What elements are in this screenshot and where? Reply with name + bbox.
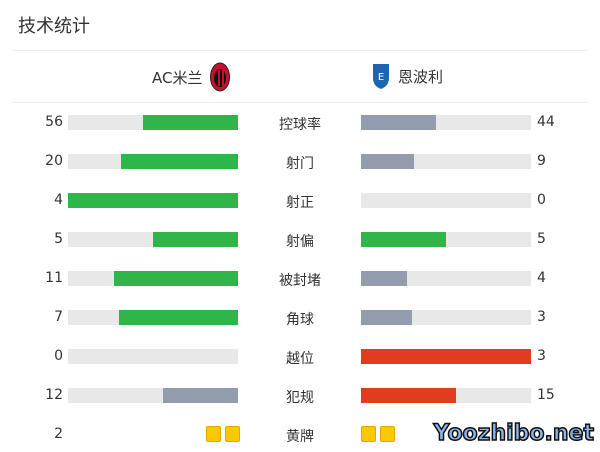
home-bar-fill — [113, 271, 238, 286]
stat-row: 4 射正 0 — [0, 192, 600, 211]
home-value: 11 — [45, 270, 63, 286]
away-bar — [361, 193, 531, 208]
ac-milan-crest-icon — [210, 62, 231, 92]
away-value: 5 — [537, 231, 546, 247]
home-bar — [68, 115, 238, 130]
home-team[interactable]: AC米兰 — [152, 62, 231, 92]
away-bar-fill — [361, 154, 414, 169]
stat-row: 12 犯规 15 — [0, 387, 600, 406]
home-value: 2 — [54, 426, 63, 442]
home-bar — [68, 271, 238, 286]
home-bar-fill — [120, 154, 238, 169]
stat-label: 射偏 — [286, 234, 314, 250]
home-bar — [68, 193, 238, 208]
stat-label: 角球 — [286, 312, 314, 328]
away-team-name: 恩波利 — [398, 67, 444, 86]
away-team[interactable]: E 恩波利 — [372, 62, 443, 90]
home-value: 7 — [54, 309, 63, 325]
away-value: 44 — [537, 114, 555, 130]
stat-label: 越位 — [286, 351, 314, 367]
divider — [12, 50, 588, 51]
stat-row: 0 越位 3 — [0, 348, 600, 367]
yellow-card-icon — [225, 426, 240, 442]
stat-label: 黄牌 — [286, 429, 314, 445]
home-bar — [68, 388, 238, 403]
away-value: 3 — [537, 348, 546, 364]
yellow-card-icon — [380, 426, 395, 442]
yellow-card-icon — [206, 426, 221, 442]
home-bar — [68, 232, 238, 247]
away-bar — [361, 115, 531, 130]
stat-row: 7 角球 3 — [0, 309, 600, 328]
home-value: 56 — [45, 114, 63, 130]
away-bar-fill — [361, 310, 412, 325]
home-bar — [68, 310, 238, 325]
home-bar-fill — [142, 115, 238, 130]
stat-row-yellow-cards: 2 黄牌 — [0, 426, 600, 445]
away-bar-fill — [361, 388, 457, 403]
home-bar — [68, 154, 238, 169]
watermark: Yoozhibo.net — [433, 420, 595, 447]
stat-label: 射正 — [286, 195, 314, 211]
divider — [12, 102, 588, 103]
section-title: 技术统计 — [18, 16, 90, 37]
away-bar — [361, 232, 531, 247]
away-bar-fill — [361, 232, 446, 247]
away-bar-fill — [361, 271, 407, 286]
home-bar-fill — [153, 232, 238, 247]
away-value: 9 — [537, 153, 546, 169]
home-value: 12 — [45, 387, 63, 403]
stat-label: 控球率 — [279, 117, 321, 133]
home-bar-fill — [119, 310, 238, 325]
stat-label: 犯规 — [286, 390, 314, 406]
stat-row: 5 射偏 5 — [0, 231, 600, 250]
away-bar — [361, 271, 531, 286]
home-bar-fill — [68, 193, 238, 208]
empoli-crest-icon: E — [373, 64, 389, 89]
away-bar — [361, 349, 531, 364]
away-bar-fill — [361, 349, 531, 364]
away-value: 15 — [537, 387, 555, 403]
home-team-name: AC米兰 — [152, 68, 203, 87]
away-value: 3 — [537, 309, 546, 325]
away-value: 0 — [537, 192, 546, 208]
stat-row: 11 被封堵 4 — [0, 270, 600, 289]
away-bar-fill — [361, 115, 436, 130]
home-value: 0 — [54, 348, 63, 364]
stat-label: 被封堵 — [279, 273, 321, 289]
home-value: 5 — [54, 231, 63, 247]
home-value: 20 — [45, 153, 63, 169]
away-bar — [361, 154, 531, 169]
stat-row: 56 控球率 44 — [0, 114, 600, 133]
away-bar — [361, 388, 531, 403]
away-value: 4 — [537, 270, 546, 286]
stat-label: 射门 — [286, 156, 314, 172]
away-bar — [361, 310, 531, 325]
home-bar — [68, 349, 238, 364]
stat-row: 20 射门 9 — [0, 153, 600, 172]
yellow-card-icon — [361, 426, 376, 442]
home-bar-fill — [163, 388, 238, 403]
home-value: 4 — [54, 192, 63, 208]
svg-text:E: E — [378, 72, 384, 83]
